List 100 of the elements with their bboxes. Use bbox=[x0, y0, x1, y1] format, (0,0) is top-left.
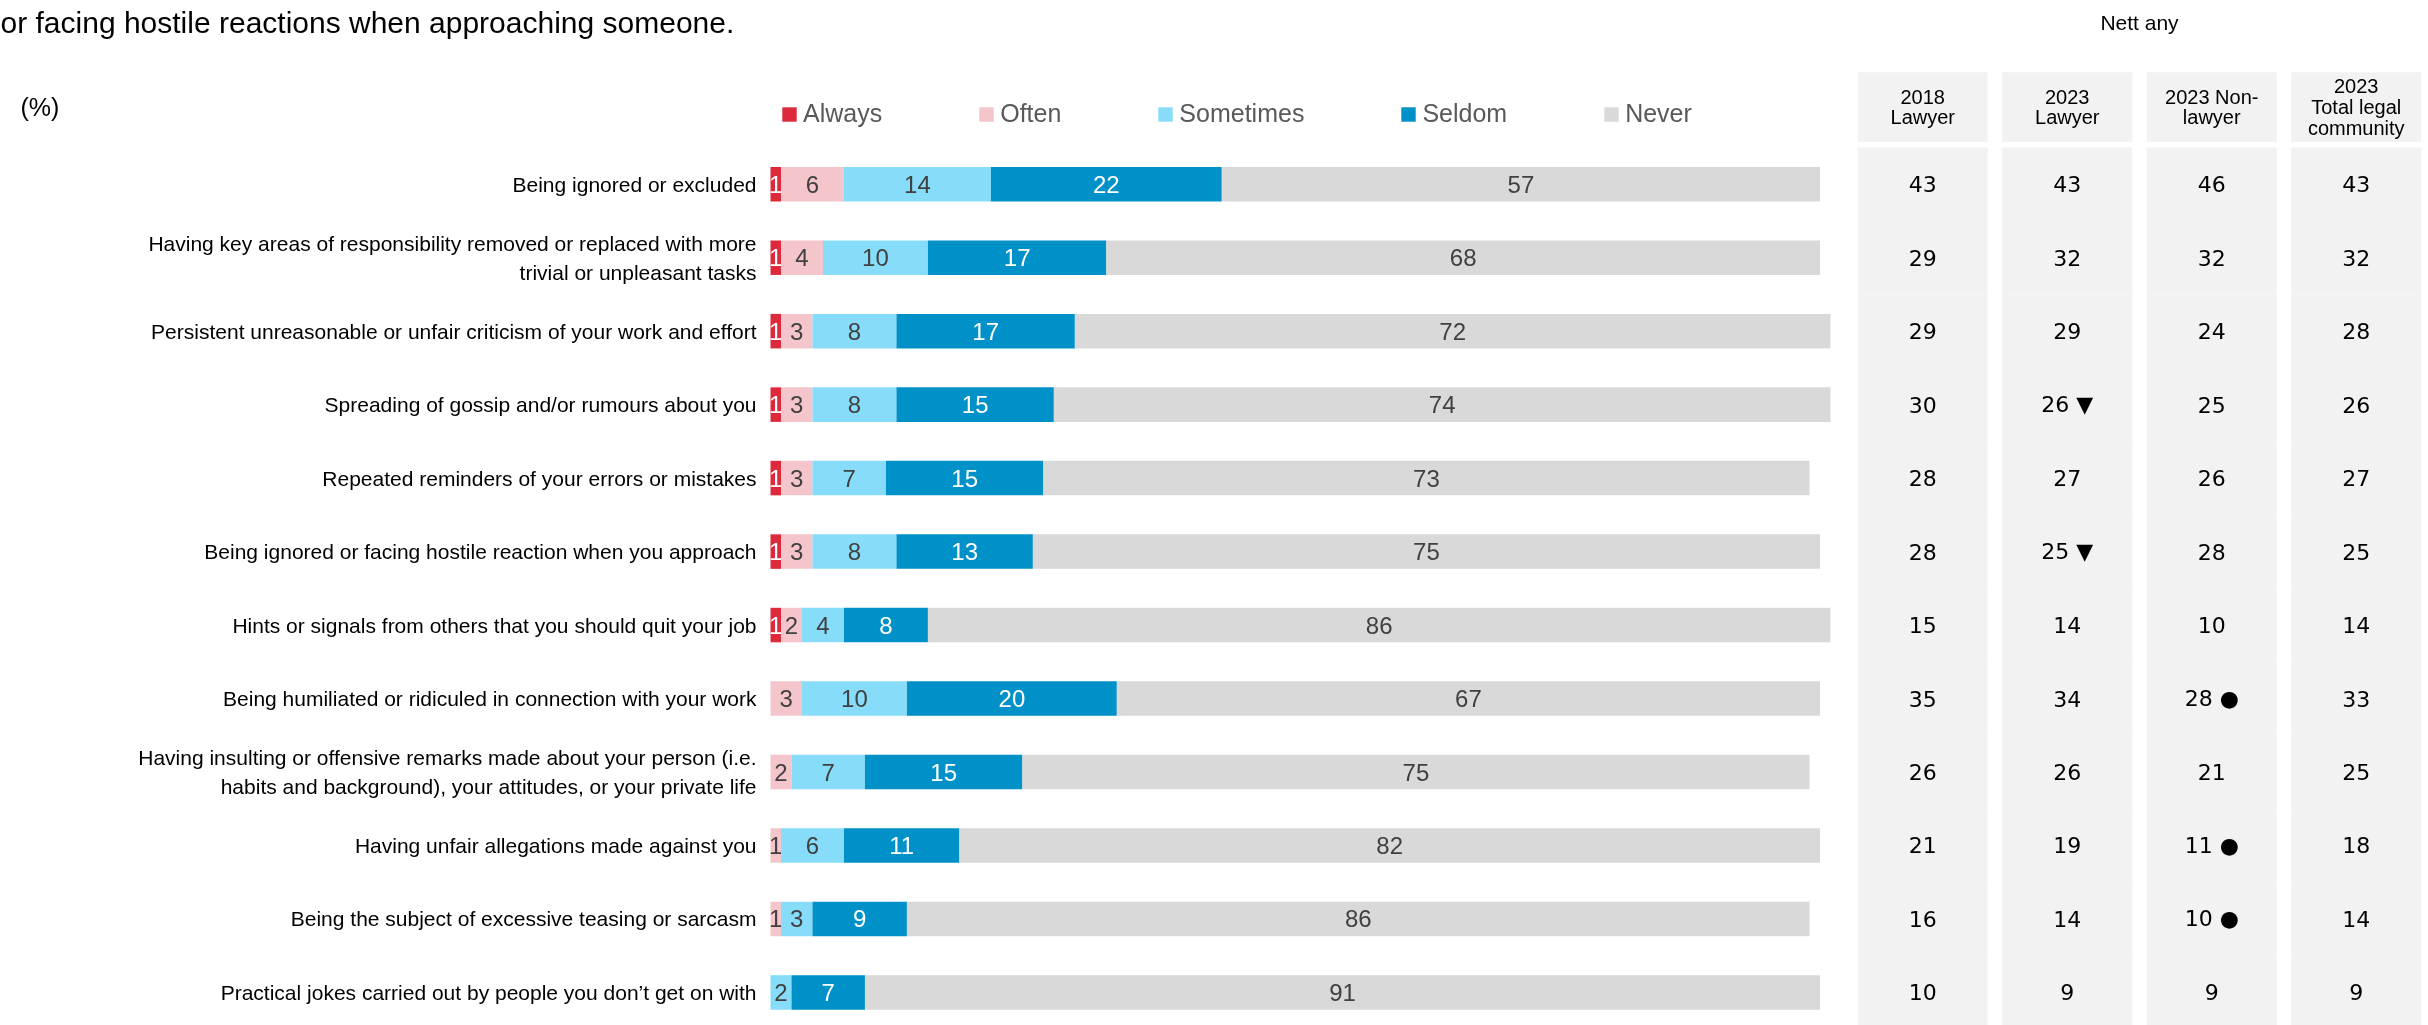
data-label: 10 bbox=[862, 244, 889, 272]
data-label: 8 bbox=[847, 317, 862, 345]
bar bbox=[927, 240, 1107, 275]
bar bbox=[990, 166, 1222, 202]
data-label: 25 bbox=[2197, 392, 2226, 418]
data-label: 82 bbox=[1376, 831, 1404, 859]
chart-title: Nett any bbox=[2100, 11, 2180, 35]
data-label: 25 bbox=[2342, 539, 2371, 565]
bar bbox=[843, 166, 991, 202]
bar bbox=[906, 681, 1117, 716]
legend-label: Always bbox=[803, 99, 883, 128]
data-label: 26 bbox=[2342, 392, 2371, 418]
data-label: 72 bbox=[1439, 317, 1467, 345]
data-label: 26 ▼ bbox=[2041, 392, 2094, 418]
bar bbox=[812, 460, 886, 496]
data-label: 9 bbox=[853, 905, 867, 933]
bar bbox=[1053, 387, 1831, 422]
bar bbox=[896, 387, 1054, 422]
data-label: 7 bbox=[821, 978, 835, 1006]
bar bbox=[1032, 534, 1821, 569]
bar bbox=[906, 901, 1810, 937]
data-label: 26 bbox=[1908, 760, 1937, 786]
bar bbox=[1221, 166, 1821, 202]
data-label: 9 bbox=[2204, 980, 2219, 1006]
data-label: 43 bbox=[2053, 172, 2082, 198]
data-label: 3 bbox=[790, 538, 804, 566]
data-label: 91 bbox=[1329, 978, 1356, 1006]
data-label: 16 bbox=[1908, 906, 1937, 932]
data-label: 1 bbox=[769, 391, 783, 419]
bar bbox=[864, 754, 1023, 790]
data-label: 24 bbox=[2197, 319, 2226, 345]
data-label: 32 bbox=[2053, 245, 2082, 271]
bar bbox=[1106, 240, 1821, 275]
data-label: 86 bbox=[1344, 905, 1372, 933]
y-tick-label: Being humiliated or ridiculed in connection with your work bbox=[223, 687, 757, 711]
data-label: 1 bbox=[769, 244, 783, 272]
y-tick-label: Repeated reminders of your errors or mistakes bbox=[322, 466, 757, 490]
y-tick-label: Having key areas of responsibility removed or replaced with more trivial or unpleasant tasks bbox=[148, 231, 757, 284]
bar bbox=[812, 901, 907, 937]
data-label: 8 bbox=[879, 611, 893, 639]
data-label: 1 bbox=[769, 831, 783, 859]
bar bbox=[885, 460, 1044, 496]
data-label: 6 bbox=[805, 170, 820, 198]
x-tick-label: 2023 Non- lawyer bbox=[2165, 85, 2259, 129]
data-label: 17 bbox=[972, 317, 999, 345]
data-label: 14 bbox=[2053, 613, 2082, 639]
text: or facing hostile reactions when approaching someone. bbox=[0, 6, 735, 40]
data-label: 15 bbox=[951, 464, 979, 492]
data-label: 74 bbox=[1428, 391, 1456, 419]
legend-label: Often bbox=[1000, 99, 1062, 128]
data-label: 7 bbox=[842, 464, 856, 492]
bar bbox=[781, 240, 823, 275]
data-label: 75 bbox=[1413, 538, 1440, 566]
data-label: 10 bbox=[1908, 980, 1937, 1006]
data-label: 75 bbox=[1402, 758, 1430, 786]
bar bbox=[896, 534, 1033, 569]
bar bbox=[812, 313, 897, 349]
data-label: 26 bbox=[2197, 466, 2226, 492]
data-label: 1 bbox=[769, 905, 783, 933]
bar bbox=[843, 607, 928, 643]
data-label: 1 bbox=[769, 464, 783, 492]
data-label: 13 bbox=[951, 538, 979, 566]
data-label: 3 bbox=[790, 391, 804, 419]
data-label: 1 bbox=[769, 611, 783, 639]
bar bbox=[791, 754, 865, 790]
data-label: 86 bbox=[1365, 611, 1393, 639]
bar bbox=[1074, 313, 1831, 349]
y-tick-label: Persistent unreasonable or unfair criticism of your work and effort bbox=[151, 319, 757, 343]
y-tick-label: Being ignored or facing hostile reaction when you approach bbox=[204, 540, 757, 564]
data-label: 28 bbox=[2197, 539, 2226, 565]
bar bbox=[812, 387, 897, 422]
data-label: 28 ● bbox=[2184, 686, 2239, 712]
y-tick-label: Spreading of gossip and/or rumours about you bbox=[324, 393, 757, 417]
data-label: 35 bbox=[1908, 686, 1937, 712]
data-label: 3 bbox=[790, 905, 804, 933]
data-label: 15 bbox=[961, 391, 989, 419]
bar bbox=[927, 607, 1831, 643]
data-label: 30 bbox=[1908, 392, 1937, 418]
data-label: 2 bbox=[774, 758, 788, 786]
data-label: 33 bbox=[2342, 686, 2371, 712]
legend-label: Never bbox=[1625, 99, 1692, 128]
y-tick-label: Practical jokes carried out by people you don’t get on with bbox=[220, 980, 757, 1004]
data-label: 3 bbox=[790, 464, 804, 492]
bar bbox=[864, 975, 1821, 1010]
data-label: 32 bbox=[2342, 245, 2371, 271]
data-label: 19 bbox=[2053, 833, 2082, 859]
data-label: 22 bbox=[1092, 170, 1120, 198]
data-label: 4 bbox=[795, 244, 809, 272]
data-label: 29 bbox=[1908, 319, 1937, 345]
bar bbox=[781, 166, 844, 202]
x-tick-label: 2023 Total legal community bbox=[2307, 75, 2405, 139]
data-label: 1 bbox=[769, 317, 783, 345]
bar bbox=[843, 828, 960, 863]
bar bbox=[896, 313, 1075, 349]
data-label: 46 bbox=[2197, 172, 2226, 198]
text: (%) bbox=[20, 93, 60, 122]
data-label: 14 bbox=[904, 170, 931, 198]
bar bbox=[801, 681, 907, 716]
data-label: 1 bbox=[769, 170, 783, 198]
y-tick-label: Hints or signals from others that you should quit your job bbox=[232, 613, 757, 637]
